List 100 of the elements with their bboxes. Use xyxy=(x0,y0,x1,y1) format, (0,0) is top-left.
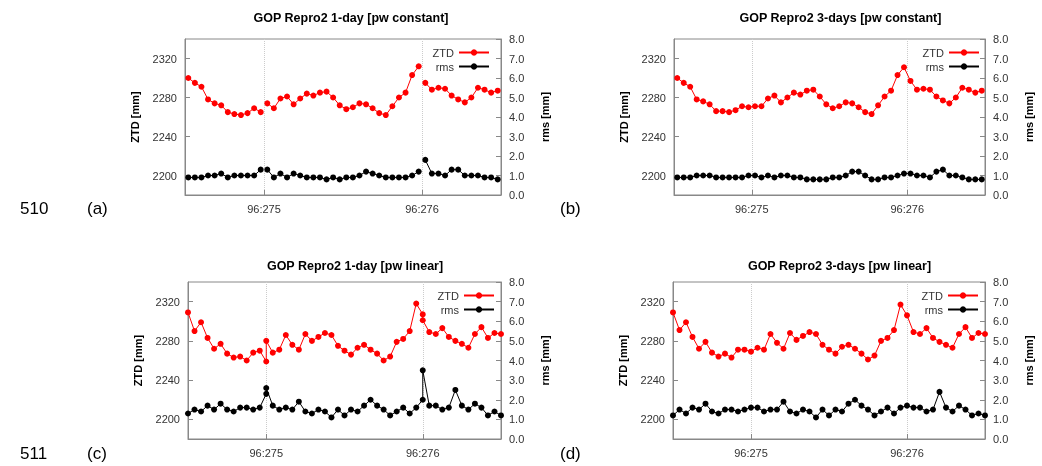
point xyxy=(683,319,689,326)
y2-tick-label: 0.0 xyxy=(993,189,1009,201)
point xyxy=(910,404,917,411)
point xyxy=(315,333,322,340)
y-tick-label: 2280 xyxy=(155,334,180,347)
x-tick-label: 96:275 xyxy=(249,446,284,459)
y-tick-label: 2200 xyxy=(155,413,180,426)
x-tick-label: 96:276 xyxy=(890,446,924,459)
point xyxy=(706,172,713,179)
point xyxy=(878,337,884,344)
y2-tick-label: 6.0 xyxy=(993,315,1009,328)
point xyxy=(191,406,198,413)
point xyxy=(810,176,817,183)
point xyxy=(204,402,211,409)
point xyxy=(481,174,488,181)
point xyxy=(907,77,914,84)
y-tick-label: 2200 xyxy=(641,169,666,182)
point xyxy=(328,331,335,338)
y-tick-label: 2320 xyxy=(640,295,665,308)
point xyxy=(211,406,218,413)
y2-tick-label: 4.0 xyxy=(509,354,525,367)
point xyxy=(823,101,830,108)
point xyxy=(349,104,356,111)
point xyxy=(211,172,218,179)
point xyxy=(836,174,843,181)
point xyxy=(323,176,330,183)
point xyxy=(243,404,250,411)
point xyxy=(845,341,852,348)
point xyxy=(936,388,943,395)
point xyxy=(217,400,224,407)
point xyxy=(745,172,752,179)
point xyxy=(244,172,251,179)
y2-tick-label: 1.0 xyxy=(993,413,1009,426)
point xyxy=(774,406,780,413)
point xyxy=(819,406,826,413)
point xyxy=(356,100,363,107)
point xyxy=(969,334,975,341)
y2-tick-label: 7.0 xyxy=(993,295,1009,308)
y-tick-label: 2240 xyxy=(152,130,177,143)
point xyxy=(198,174,205,181)
y-tick-label: 2240 xyxy=(641,130,666,143)
point xyxy=(205,96,212,103)
point xyxy=(849,168,856,175)
point xyxy=(348,351,355,358)
point xyxy=(884,334,891,341)
point xyxy=(917,331,923,337)
point xyxy=(952,94,959,101)
point xyxy=(780,398,787,405)
point xyxy=(498,412,504,419)
point xyxy=(891,327,897,334)
point xyxy=(826,346,832,353)
text: (c) xyxy=(87,444,107,463)
point xyxy=(237,353,244,360)
point xyxy=(741,406,748,413)
point xyxy=(185,75,192,81)
point xyxy=(735,346,741,353)
point xyxy=(888,174,895,181)
point xyxy=(676,406,683,413)
point xyxy=(793,410,800,417)
point xyxy=(871,412,878,419)
point xyxy=(361,402,368,409)
point xyxy=(813,331,819,337)
legend-label: ZTD xyxy=(922,46,945,59)
point xyxy=(758,103,765,110)
point xyxy=(849,100,856,107)
y-axis-title: ZTD [mm] xyxy=(617,91,630,143)
point xyxy=(904,312,910,319)
point xyxy=(204,334,211,341)
point xyxy=(719,108,726,115)
point xyxy=(764,172,771,179)
point xyxy=(310,92,317,99)
point xyxy=(211,345,218,352)
x-tick-label: 96:276 xyxy=(890,202,925,215)
point xyxy=(465,344,472,351)
point xyxy=(952,172,959,179)
point xyxy=(224,109,231,116)
point xyxy=(891,410,897,417)
point xyxy=(471,331,478,337)
point xyxy=(982,331,988,337)
point xyxy=(713,174,720,181)
point xyxy=(810,86,817,93)
point xyxy=(969,412,975,419)
point xyxy=(865,406,871,413)
point xyxy=(336,176,343,183)
point xyxy=(761,346,767,353)
point xyxy=(297,172,304,179)
point xyxy=(458,402,465,409)
legend-label: rms xyxy=(925,60,945,73)
point xyxy=(231,111,238,118)
point xyxy=(855,168,862,175)
point xyxy=(752,103,758,110)
point xyxy=(784,94,791,101)
point xyxy=(754,404,761,411)
point xyxy=(972,89,979,96)
point xyxy=(816,176,823,183)
point xyxy=(784,172,791,179)
point xyxy=(426,402,433,409)
y2-axis-title: rms [mm] xyxy=(538,335,551,386)
y-axis-title: ZTD [mm] xyxy=(616,334,629,387)
point xyxy=(806,329,813,336)
